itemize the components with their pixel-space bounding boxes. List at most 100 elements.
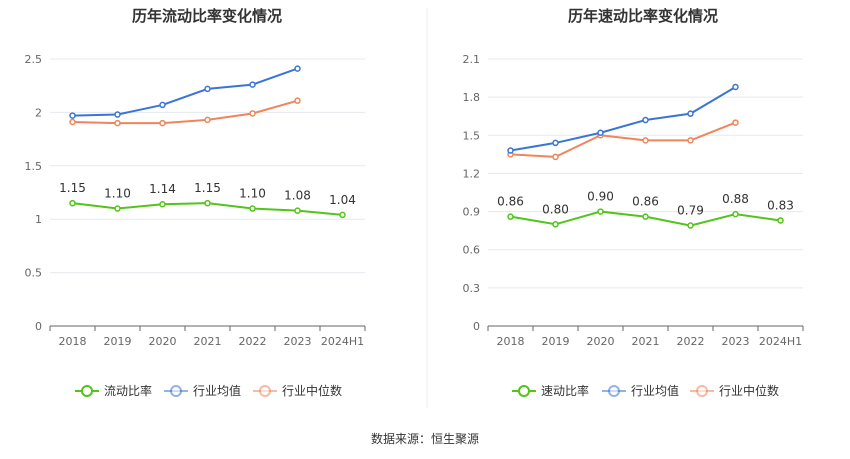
data-point[interactable] — [642, 137, 649, 144]
y-tick-label: 1 — [35, 213, 42, 226]
x-tick-label: 2021 — [632, 335, 660, 348]
data-point[interactable] — [294, 97, 301, 104]
x-axis: 2018 2019 2020 2021 2022 2023 2024H1 — [49, 325, 366, 348]
y-tick-label: 0 — [35, 320, 42, 333]
legend[interactable]: 流动比率 行业均值 行业中位数 — [75, 383, 342, 398]
legend-label: 流动比率 — [104, 383, 152, 398]
data-label: 1.10 — [104, 187, 131, 201]
data-point[interactable] — [294, 207, 301, 214]
legend-marker-icon — [81, 385, 93, 397]
data-point[interactable] — [114, 205, 121, 212]
y-tick-label: 0 — [473, 320, 480, 333]
data-point[interactable] — [204, 199, 211, 207]
chart-title: 历年速动比率变化情况 — [568, 7, 718, 25]
grid-lines — [488, 58, 803, 289]
data-label: 1.10 — [239, 187, 266, 201]
data-point[interactable] — [552, 221, 559, 228]
y-tick-label: 1.2 — [463, 167, 481, 180]
data-point[interactable] — [777, 217, 784, 224]
data-label: 1.15 — [59, 181, 86, 195]
data-point[interactable] — [597, 208, 604, 215]
x-tick-label: 2024H1 — [321, 335, 364, 348]
data-point[interactable] — [732, 119, 739, 126]
data-label: 0.83 — [767, 198, 794, 212]
series-line — [510, 121, 736, 158]
legend-item[interactable]: 流动比率 — [75, 383, 152, 398]
data-point[interactable] — [114, 119, 121, 127]
data-point[interactable] — [159, 101, 166, 109]
data-point[interactable] — [69, 118, 76, 126]
data-label: 1.14 — [149, 182, 176, 196]
data-point[interactable] — [114, 111, 121, 118]
y-tick-label: 2.5 — [25, 53, 43, 66]
x-tick-label: 2022 — [239, 335, 267, 348]
x-tick-label: 2019 — [542, 335, 570, 348]
series-line — [510, 86, 737, 152]
series-line — [72, 99, 298, 125]
legend-marker-icon — [608, 385, 620, 397]
data-label: 1.08 — [284, 189, 311, 203]
data-point[interactable] — [249, 205, 256, 212]
legend-item[interactable]: 速动比率 — [512, 383, 589, 398]
data-point[interactable] — [687, 222, 694, 229]
legend[interactable]: 速动比率 行业均值 行业中位数 — [512, 383, 779, 398]
grid-lines — [50, 58, 365, 274]
data-point[interactable] — [249, 110, 256, 117]
series-group — [69, 65, 346, 219]
data-labels: 0.86 0.80 0.90 0.86 0.79 0.88 0.83 — [497, 190, 794, 218]
data-point[interactable] — [249, 81, 256, 88]
y-tick-label: 1.5 — [463, 129, 481, 142]
data-point[interactable] — [687, 137, 694, 144]
data-point[interactable] — [159, 200, 166, 208]
y-tick-label: 0.3 — [463, 282, 481, 295]
y-tick-label: 1.5 — [25, 160, 43, 173]
data-point[interactable] — [552, 139, 559, 147]
data-label: 1.04 — [329, 193, 356, 207]
legend-label: 速动比率 — [541, 383, 589, 398]
y-tick-label: 2.1 — [463, 53, 481, 66]
data-point[interactable] — [507, 213, 514, 220]
current-ratio-chart: 历年流动比率变化情况 0 0.5 1 1.5 2 2.5 2018 2019 2020 2021… — [25, 7, 366, 398]
data-labels: 1.15 1.10 1.14 1.15 1.10 1.08 1.04 — [59, 181, 356, 207]
series-group — [507, 83, 784, 229]
legend-label: 行业中位数 — [719, 383, 779, 398]
data-point[interactable] — [159, 119, 166, 127]
x-tick-label: 2018 — [59, 335, 87, 348]
data-point[interactable] — [69, 199, 76, 207]
data-point[interactable] — [642, 116, 649, 124]
data-label: 0.88 — [722, 192, 749, 206]
data-point[interactable] — [597, 129, 604, 136]
legend-item[interactable]: 行业中位数 — [253, 383, 342, 398]
legend-label: 行业均值 — [631, 383, 679, 398]
data-point[interactable] — [204, 116, 211, 124]
data-point[interactable] — [339, 211, 346, 219]
y-tick-label: 0.5 — [25, 267, 43, 280]
data-label: 1.15 — [194, 181, 221, 195]
data-point[interactable] — [732, 83, 739, 91]
data-point[interactable] — [204, 85, 211, 93]
legend-item[interactable]: 行业中位数 — [690, 383, 779, 398]
data-point[interactable] — [294, 65, 301, 72]
data-label: 0.86 — [497, 195, 524, 209]
y-axis-ticks: 0 0.3 0.6 0.9 1.2 1.5 1.8 2.1 — [463, 53, 481, 333]
x-axis: 2018 2019 2020 2021 2022 2023 2024H1 — [487, 325, 804, 348]
chart-title: 历年流动比率变化情况 — [132, 7, 282, 25]
data-point[interactable] — [507, 147, 514, 154]
quick-ratio-chart: 历年速动比率变化情况 00.30.60.91.21.51.82.1 2018 20… — [463, 7, 804, 398]
data-point[interactable] — [687, 110, 694, 117]
x-tick-label: 2023 — [722, 335, 750, 348]
data-label: 0.90 — [587, 190, 614, 204]
x-tick-label: 2019 — [104, 335, 132, 348]
data-point[interactable] — [552, 153, 559, 161]
data-point[interactable] — [642, 213, 649, 220]
data-point[interactable] — [69, 112, 76, 119]
x-tick-label: 2018 — [497, 335, 525, 348]
data-point[interactable] — [732, 210, 739, 218]
legend-item[interactable]: 行业均值 — [602, 383, 679, 398]
data-source-note: 数据来源：恒生聚源 — [370, 432, 479, 446]
legend-marker-icon — [170, 385, 182, 397]
x-tick-label: 2023 — [284, 335, 312, 348]
legend-item[interactable]: 行业均值 — [164, 383, 241, 398]
legend-label: 行业均值 — [193, 383, 241, 398]
